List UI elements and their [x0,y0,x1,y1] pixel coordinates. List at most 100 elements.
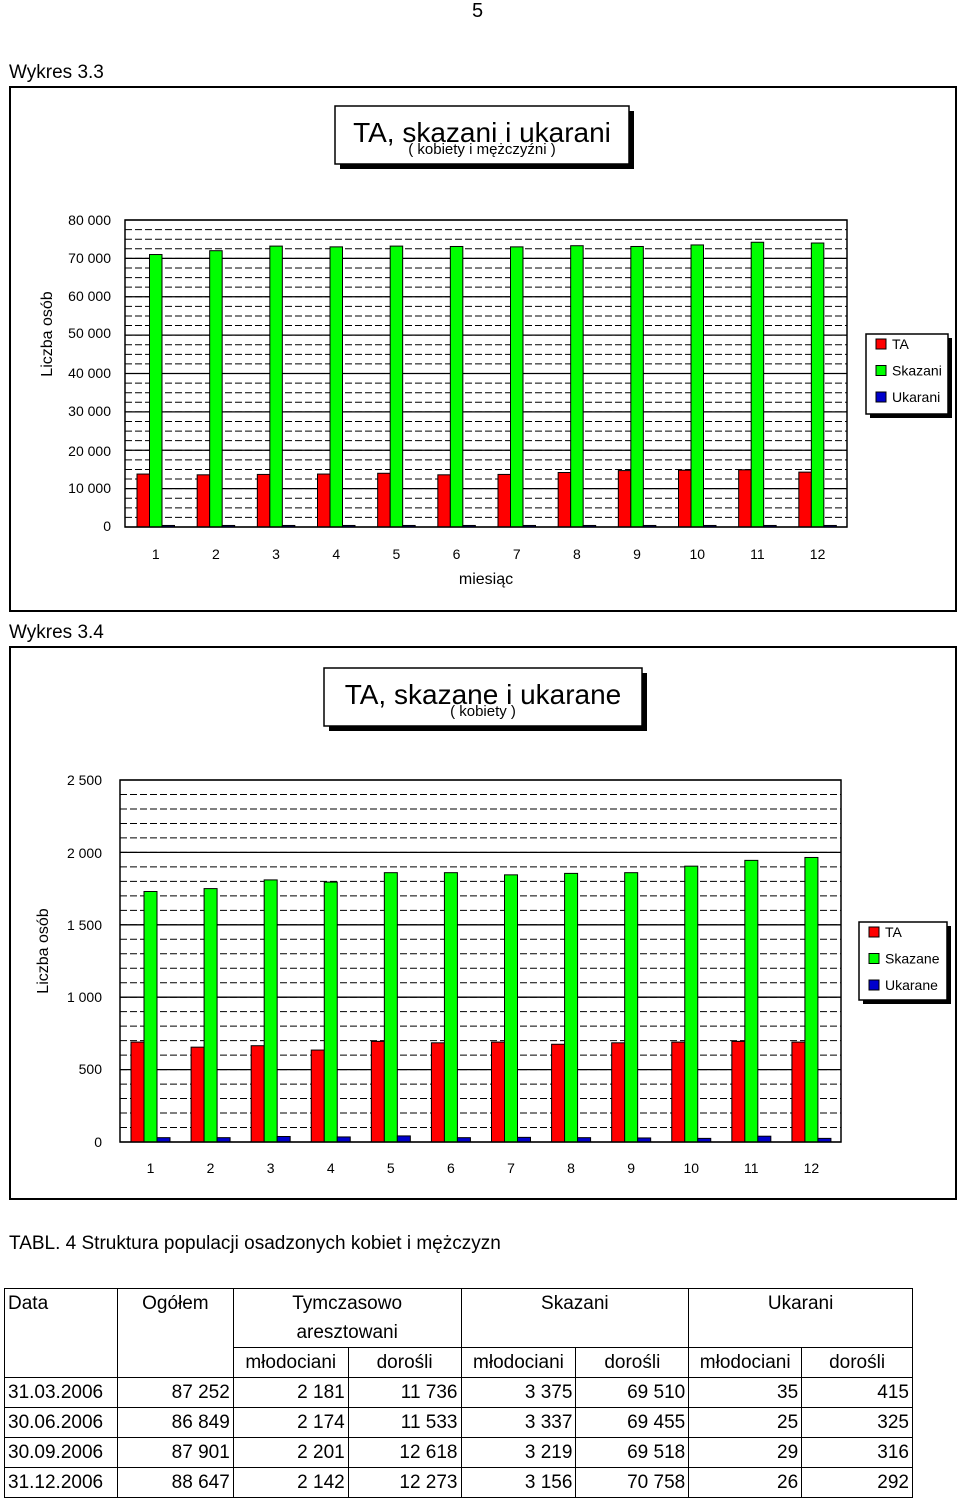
table-row: 31.03.2006 87 252 2 181 11 736 3 375 69 … [4,1377,913,1408]
cell: 69 518 [575,1437,690,1468]
cell: 3 337 [460,1407,577,1438]
y-tick-label: 2 000 [67,845,102,861]
x-tick-label: 2 [207,1160,215,1176]
legend-swatch-skazani [875,365,887,376]
cell-date: 31.12.2006 [4,1467,118,1498]
cell: 26 [688,1467,803,1498]
cell: 87 252 [116,1377,234,1408]
legend-swatch-ta [875,338,887,350]
bar-ta [250,1045,265,1143]
chart2-svg: TA, skazane i ukarane( kobiety ) 0 500 1 00… [35,667,951,1176]
x-tick-label: 3 [272,546,280,562]
x-tick-label: 7 [513,546,521,562]
legend-label: Ukarani [892,389,940,405]
chart-title: TA, skazani i ukarani [353,117,611,148]
x-tick-label: 10 [689,546,705,562]
cell: 69 510 [575,1377,690,1408]
bar-ta [256,473,271,528]
chart1-svg: TA, skazani i ukarani( kobiety i mężczyź… [39,105,952,588]
header-ogolem: Ogółem [116,1288,234,1318]
x-tick-label: 11 [750,546,765,562]
cell: 69 455 [575,1407,690,1438]
x-tick-label: 11 [744,1160,759,1176]
bar-ta [130,1041,145,1143]
y-tick-label: 50 000 [68,325,111,341]
bar-skazani [690,244,704,528]
cell: 11 736 [347,1377,462,1408]
subheader-dorosli: dorośli [575,1347,690,1378]
bar-ukarane [336,1136,351,1143]
x-tick-label: 2 [212,546,220,562]
bar-ta [190,1046,205,1143]
cell: 325 [801,1407,913,1438]
bar-skazani [570,245,584,528]
cell: 2 142 [232,1467,349,1498]
cell: 86 849 [116,1407,234,1438]
legend-swatch-ukarani [875,391,887,403]
table-row: 31.12.2006 88 647 2 142 12 273 3 156 70 … [4,1467,913,1498]
bar-skazane [684,865,699,1143]
bar-skazani [750,241,765,528]
x-tick-label: 1 [152,546,160,562]
bar-ukarane [276,1135,291,1143]
x-tick-label: 1 [147,1160,155,1176]
bar-skazane [203,888,218,1143]
bar-skazani [269,245,283,528]
y-axis-title: Liczba osób [35,908,52,993]
y-tick-label: 0 [103,518,111,534]
cell: 3 156 [460,1467,577,1498]
subheader-mlodociani: młodociani [232,1347,349,1378]
y-tick-label: 80 000 [68,212,111,228]
cell: 3 375 [460,1377,577,1408]
bar-skazani [329,246,343,528]
legend-swatch-skazane [868,953,880,964]
cell: 316 [801,1437,913,1468]
header-aresztowani: aresztowani [232,1318,462,1348]
bar-skazane [804,856,819,1143]
bar-ta [678,469,692,528]
x-tick-label: 7 [507,1160,515,1176]
bar-ukarane [396,1135,411,1143]
chart1-caption: Wykres 3.3 [9,62,104,83]
legend-label: Skazani [892,363,942,379]
x-tick-label: 5 [387,1160,395,1176]
header-data: Data [4,1288,118,1318]
header-tymczasowo: Tymczasowo [232,1288,462,1318]
header-skazani: Skazani [460,1288,690,1318]
bar-ta [551,1043,566,1143]
x-tick-label: 4 [332,546,340,562]
x-tick-label: 6 [447,1160,455,1176]
legend-swatch-ukarane [868,979,880,991]
bar-skazani [510,246,524,528]
x-tick-label: 8 [573,546,581,562]
cell: 25 [688,1407,803,1438]
bar-skazane [143,890,158,1143]
bar-skazani [389,245,404,528]
table-row: 30.06.2006 86 849 2 174 11 533 3 337 69 … [4,1407,913,1438]
bar-ta [557,472,572,528]
bar-skazani [449,245,464,528]
chart-subtitle: ( kobiety ) [450,703,516,720]
plot-area [120,780,841,1142]
x-tick-label: 9 [627,1160,635,1176]
cell-date: 31.03.2006 [4,1377,118,1408]
table-row: 30.09.2006 87 901 2 201 12 618 3 219 69 … [4,1437,913,1468]
bar-ta [317,473,331,528]
bar-ta [370,1040,385,1143]
bar-skazani [149,254,163,528]
cell: 87 901 [116,1437,234,1468]
cell: 12 618 [347,1437,462,1468]
chart1-frame: TA, skazani i ukarani( kobiety i mężczyź… [9,86,957,612]
bar-skazani [209,250,223,528]
subheader-mlodociani: młodociani [688,1347,803,1378]
y-axis-title: Liczba osób [39,291,56,376]
x-tick-label: 3 [267,1160,275,1176]
cell: 3 219 [460,1437,577,1468]
table-header-row-1: Data Ogółem Tymczasowo Skazani Ukarani [4,1288,913,1318]
legend-label: TA [892,336,910,352]
cell: 2 201 [232,1437,349,1468]
chart2-caption: Wykres 3.4 [9,622,104,643]
cell: 88 647 [116,1467,234,1498]
y-tick-label: 0 [94,1134,102,1150]
y-tick-label: 10 000 [68,480,111,496]
